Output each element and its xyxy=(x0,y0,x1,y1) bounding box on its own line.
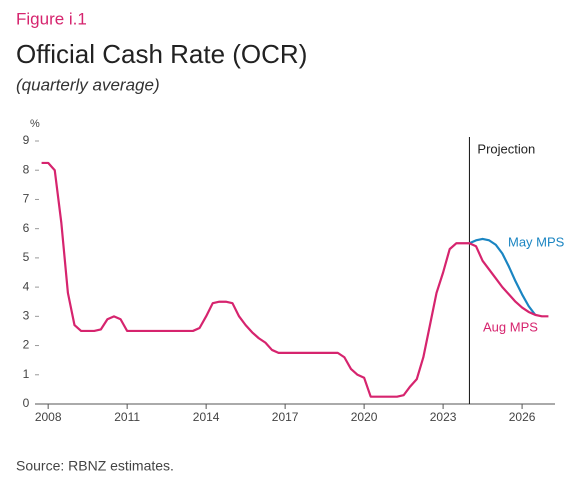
y-tick-label: 5 xyxy=(23,250,30,264)
x-tick-label: 2026 xyxy=(509,410,536,424)
x-tick-label: 2020 xyxy=(351,410,378,424)
x-tick-label: 2011 xyxy=(114,410,140,424)
x-tick-label: 2023 xyxy=(430,410,457,424)
source: Source: RBNZ estimates. xyxy=(16,458,174,474)
y-tick-label: 6 xyxy=(23,221,30,235)
y-tick-label: 7 xyxy=(23,192,30,206)
y-unit: % xyxy=(30,118,40,130)
y-tick-label: 2 xyxy=(23,338,30,352)
series-line xyxy=(41,161,549,398)
y-tick-label: 0 xyxy=(23,396,30,410)
y-tick-label: 9 xyxy=(23,133,30,147)
chart-title: Official Cash Rate (OCR) xyxy=(16,39,307,69)
x-tick-label: 2014 xyxy=(193,410,220,424)
x-tick-label: 2008 xyxy=(35,410,62,424)
x-tick-label: 2017 xyxy=(272,410,299,424)
projection-label: Projection xyxy=(477,141,535,156)
figure-label: Figure i.1 xyxy=(16,9,87,28)
y-tick-label: 4 xyxy=(23,279,30,293)
chart-subtitle: (quarterly average) xyxy=(16,75,160,94)
y-tick-label: 8 xyxy=(23,162,30,176)
series-line xyxy=(468,237,537,316)
y-tick-label: 3 xyxy=(23,309,30,323)
y-tick-label: 1 xyxy=(23,367,30,381)
series-label: Aug MPS xyxy=(483,319,538,334)
series-label: May MPS xyxy=(508,234,565,249)
